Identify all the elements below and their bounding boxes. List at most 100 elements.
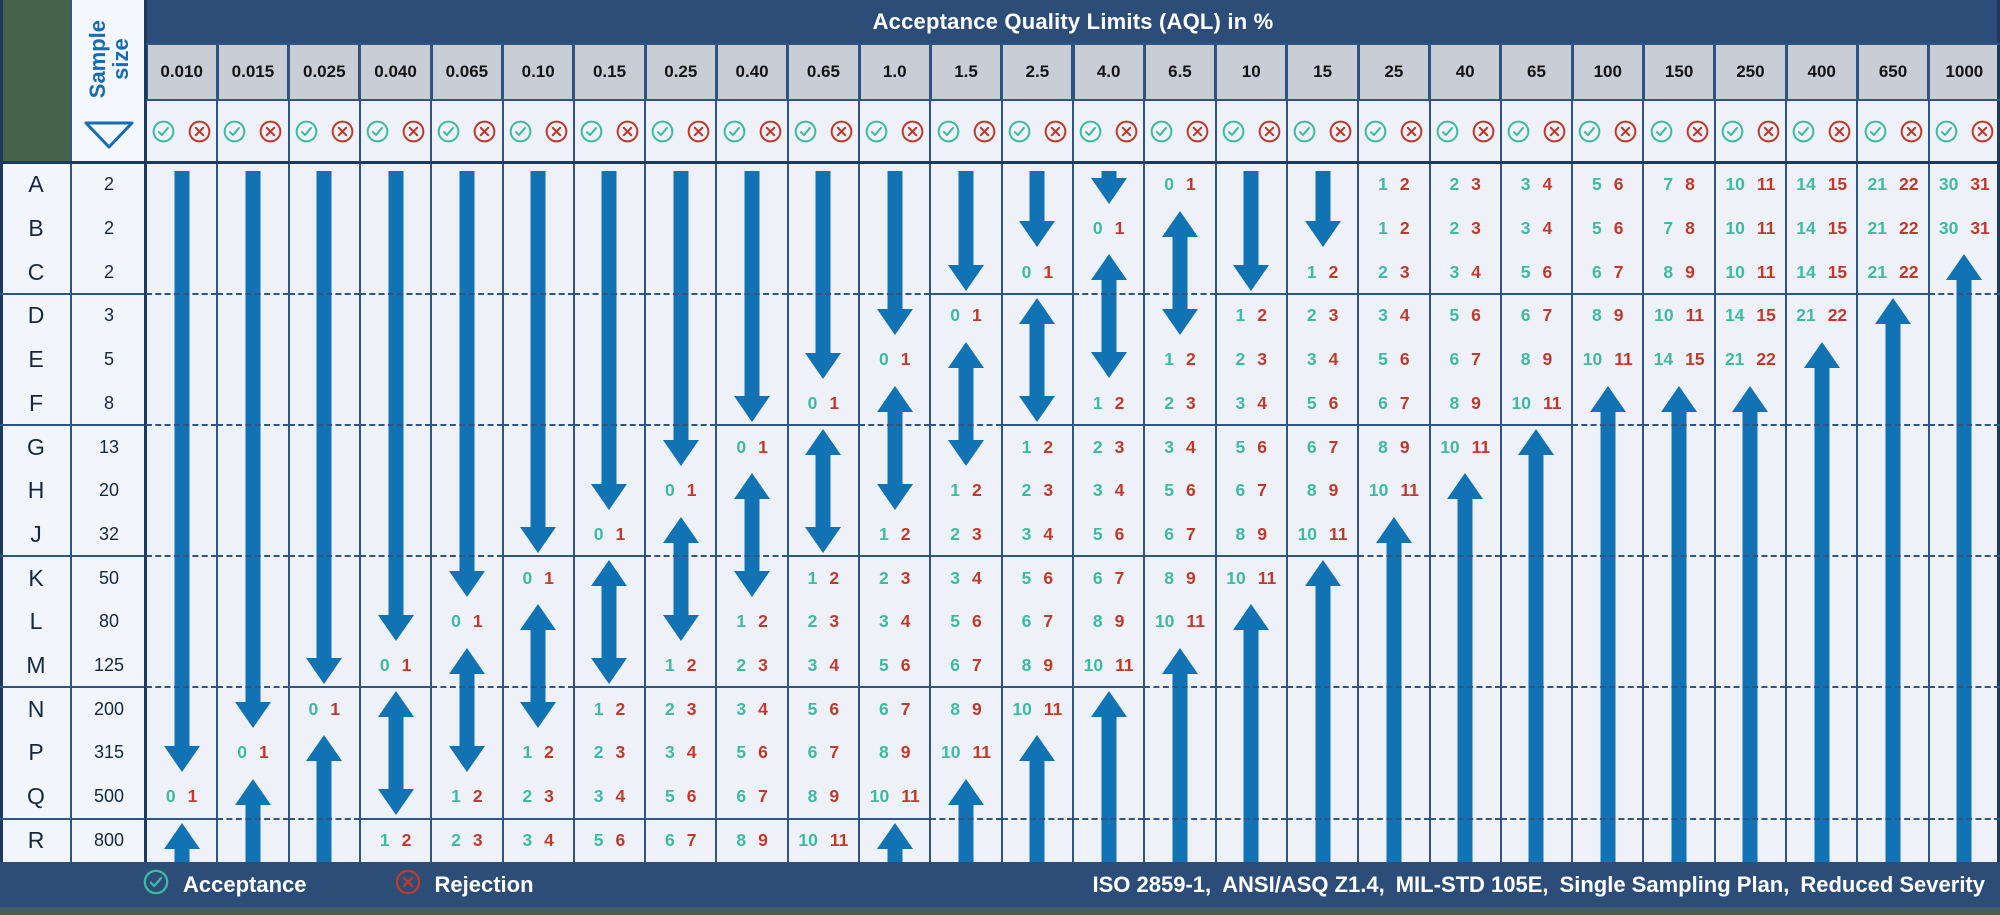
grid-vline <box>143 0 147 863</box>
grid-hline <box>1857 293 1929 296</box>
grid-hline <box>1714 555 1787 558</box>
aql-column-header: 0.40 <box>717 44 787 100</box>
check-circle-icon <box>1436 120 1459 143</box>
accept-number: 2 <box>665 698 675 719</box>
check-circle-icon <box>1151 120 1173 143</box>
reject-number: 7 <box>686 829 697 850</box>
grid-hline <box>1643 817 1715 820</box>
check-circle-icon <box>651 120 674 143</box>
accept-number: 6 <box>1306 436 1317 457</box>
check-circle-icon <box>1293 120 1316 143</box>
reject-number: 9 <box>1257 523 1267 544</box>
reject-number: 8 <box>1685 174 1695 195</box>
grid-hline <box>573 817 646 820</box>
reject-number: 1 <box>472 611 483 632</box>
grid-hline <box>787 555 860 558</box>
aql-data-column: 7 8 7 8 8 9 10 11 14 15 <box>1643 163 1714 863</box>
reject-number: 3 <box>1257 349 1267 370</box>
double-arrow <box>574 560 645 685</box>
accept-number: 8 <box>1449 392 1460 413</box>
accept-number: 0 <box>165 786 176 807</box>
grid-hline <box>1500 686 1573 689</box>
aql-column-header: 0.65 <box>789 44 858 100</box>
reject-number: 3 <box>900 567 911 588</box>
up-arrow <box>289 735 360 863</box>
accept-number: 5 <box>1592 174 1602 195</box>
reject-number: 15 <box>1756 305 1776 326</box>
reject-number: 6 <box>1542 261 1553 282</box>
reject-number: 6 <box>1043 567 1054 588</box>
acre-cell: 10 11 <box>1287 513 1358 557</box>
accept-number: 6 <box>878 698 889 719</box>
x-circle-icon <box>1828 120 1851 143</box>
aql-data-column: 1 2 2 3 3 4 5 6 6 7 8 9 10 11 <box>1216 163 1287 863</box>
accept-number: 8 <box>1021 655 1032 676</box>
accept-reject-icons <box>788 100 859 163</box>
grid-hline <box>1073 424 1145 427</box>
reject-number: 1 <box>972 305 982 326</box>
accept-number: 3 <box>1378 305 1388 326</box>
reject-number: 3 <box>1185 392 1196 413</box>
check-circle-icon <box>865 120 888 143</box>
aql-data-column: 0 1 1 2 2 3 3 4 5 6 6 7 8 9 10 11 <box>1144 163 1215 863</box>
accept-number: 1 <box>665 655 675 676</box>
grid-vline <box>715 44 718 863</box>
reject-number: 11 <box>1756 218 1776 239</box>
grid-hline <box>645 293 717 296</box>
x-circle-icon <box>759 120 781 143</box>
grid-hline <box>1643 424 1715 427</box>
reject-number: 1 <box>758 436 768 457</box>
grid-hline <box>146 555 218 558</box>
grid-hline <box>217 555 289 558</box>
grid-vline <box>0 0 3 863</box>
reject-number: 22 <box>1899 218 1919 239</box>
sample-size-cell: 800 <box>93 829 125 850</box>
acre-cell: 10 11 <box>1501 382 1572 426</box>
reject-number: 22 <box>1827 305 1848 326</box>
sample-size-cell: 8 <box>103 392 114 413</box>
down-arrow <box>289 171 360 685</box>
accept-reject-icons <box>574 100 645 163</box>
sample-size-cell: 315 <box>93 742 125 763</box>
grid-hline <box>359 686 432 689</box>
acre-cell: 10 11 <box>1715 250 1786 294</box>
reject-number: 7 <box>972 655 982 676</box>
accept-number: 10 <box>1154 611 1175 632</box>
acre-cell: 21 22 <box>1786 294 1857 338</box>
accept-number: 10 <box>1368 480 1389 501</box>
reject-number: 4 <box>1471 261 1481 282</box>
accept-number: 1 <box>1021 436 1032 457</box>
acre-cell: 21 22 <box>1857 163 1928 207</box>
reject-number: 15 <box>1685 349 1705 370</box>
reject-number: 4 <box>900 611 911 632</box>
reject-number: 9 <box>829 786 840 807</box>
grid-hline <box>1358 686 1430 689</box>
acre-cell: 10 11 <box>1073 644 1144 688</box>
grid-hline <box>502 817 574 820</box>
reject-number: 9 <box>758 829 768 850</box>
reject-number: 3 <box>1399 261 1410 282</box>
reject-number: 6 <box>1613 218 1624 239</box>
aql-column-header: 0.065 <box>432 44 502 100</box>
sample-size-header: Sample size <box>72 0 146 163</box>
check-circle-icon <box>794 120 817 143</box>
x-circle-icon <box>1900 120 1922 143</box>
accept-number: 1 <box>1378 218 1388 239</box>
acre-cell: 14 15 <box>1786 207 1857 251</box>
accept-number: 8 <box>1592 305 1602 326</box>
reject-number: 1 <box>1114 218 1125 239</box>
accept-number: 3 <box>1092 480 1103 501</box>
